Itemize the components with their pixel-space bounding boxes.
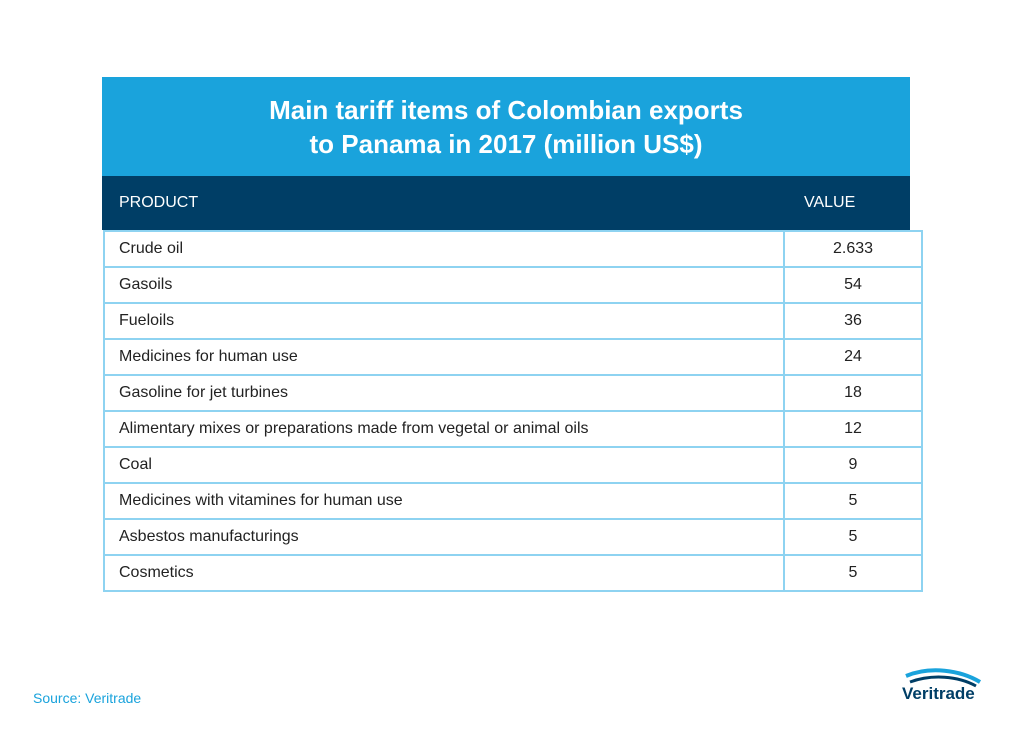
product-cell: Medicines for human use <box>103 338 785 376</box>
column-header-product: PRODUCT <box>119 194 199 211</box>
value-cell: 9 <box>783 446 923 484</box>
value-cell: 5 <box>783 518 923 556</box>
title-band: Main tariff items of Colombian exports t… <box>102 77 910 176</box>
table-row: Gasoils 54 <box>103 266 923 304</box>
veritrade-swoosh-icon <box>905 668 982 688</box>
product-cell: Alimentary mixes or preparations made fr… <box>103 410 785 448</box>
product-cell: Medicines with vitamines for human use <box>103 482 785 520</box>
product-cell: Asbestos manufacturings <box>103 518 785 556</box>
column-header-value: VALUE <box>804 194 856 211</box>
table-row: Coal 9 <box>103 446 923 484</box>
product-cell: Fueloils <box>103 302 785 340</box>
table-row: Gasoline for jet turbines 18 <box>103 374 923 412</box>
table-card: Main tariff items of Colombian exports t… <box>102 77 923 592</box>
table-row: Crude oil 2.633 <box>103 230 923 268</box>
product-cell: Cosmetics <box>103 554 785 592</box>
header-row: PRODUCT VALUE <box>102 176 910 230</box>
table-row: Medicines with vitamines for human use 5 <box>103 482 923 520</box>
data-table: Crude oil 2.633 Gasoils 54 Fueloils 36 Medicin… <box>103 230 923 592</box>
table-title: Main tariff items of Colombian exports t… <box>269 94 743 159</box>
table-row: Asbestos manufacturings 5 <box>103 518 923 556</box>
value-cell: 54 <box>783 266 923 304</box>
value-cell: 18 <box>783 374 923 412</box>
value-cell: 36 <box>783 302 923 340</box>
table-row: Fueloils 36 <box>103 302 923 340</box>
value-cell: 24 <box>783 338 923 376</box>
product-cell: Coal <box>103 446 785 484</box>
value-cell: 2.633 <box>783 230 923 268</box>
value-cell: 5 <box>783 554 923 592</box>
table-row: Cosmetics 5 <box>103 554 923 592</box>
table-row: Medicines for human use 24 <box>103 338 923 376</box>
product-cell: Gasoils <box>103 266 785 304</box>
table-row: Alimentary mixes or preparations made fr… <box>103 410 923 448</box>
value-cell: 12 <box>783 410 923 448</box>
product-cell: Gasoline for jet turbines <box>103 374 785 412</box>
source-note: Source: Veritrade <box>33 690 142 706</box>
product-cell: Crude oil <box>103 230 785 268</box>
logo-text: Veritrade <box>902 684 975 703</box>
value-cell: 5 <box>783 482 923 520</box>
